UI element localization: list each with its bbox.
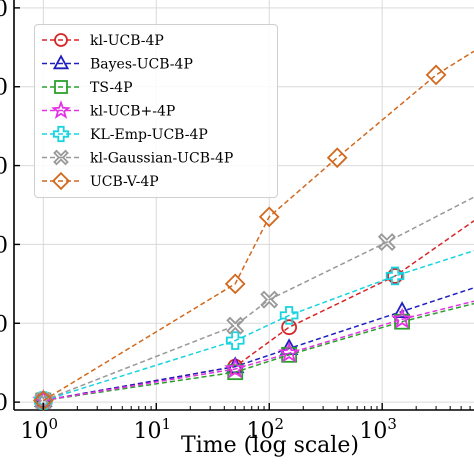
series-1 — [34, 287, 474, 408]
y-tick-label: 0 — [0, 76, 8, 101]
data-point — [278, 341, 301, 363]
legend-label: UCB-V-4P — [90, 174, 159, 190]
series-layer — [32, 50, 474, 411]
legend-marker — [54, 80, 68, 94]
data-point — [326, 147, 348, 169]
legend-marker — [51, 171, 71, 191]
x-tick-label: 102 — [246, 415, 284, 444]
series-5 — [34, 196, 474, 410]
y-tick-label: 0 — [0, 0, 8, 22]
data-point — [34, 391, 53, 410]
legend-label: Bayes-UCB-4P — [90, 57, 193, 73]
legend-entries: kl-UCB-4P Bayes-UCB-4P TS-4P kl-UCB+-4P KL-E… — [42, 33, 233, 191]
series-4 — [34, 249, 474, 410]
y-tick-label: 0 — [0, 155, 8, 180]
series-line — [43, 220, 474, 402]
x-tick-label: 101 — [134, 415, 172, 444]
series-line — [43, 300, 474, 402]
data-point — [258, 206, 280, 228]
legend-marker — [52, 125, 70, 143]
data-point — [281, 319, 298, 336]
series-line — [42, 50, 474, 402]
legend-label: KL-Emp-UCB-4P — [90, 127, 208, 143]
series-line — [43, 196, 474, 402]
series-line — [43, 287, 474, 402]
data-point — [225, 331, 245, 350]
ticks-layer: 0 0 0 0 0 0 100 101 102 103 — [0, 0, 471, 444]
x-axis-label: Time (log scale) — [181, 433, 359, 458]
legend-label: kl-Gaussian-UCB-4P — [90, 151, 233, 167]
series-line — [43, 302, 474, 402]
legend-label: TS-4P — [90, 80, 133, 96]
data-point — [224, 273, 246, 295]
data-point — [377, 233, 396, 252]
data-point — [260, 290, 279, 309]
legend-marker — [51, 100, 71, 119]
data-point — [392, 301, 412, 318]
y-tick-label: 0 — [0, 233, 8, 258]
series-line — [43, 249, 474, 402]
data-point — [279, 306, 299, 325]
y-tick-label: 0 — [0, 312, 8, 337]
data-point — [227, 364, 244, 381]
data-point — [387, 268, 403, 284]
data-point — [226, 316, 245, 335]
data-point — [390, 307, 414, 329]
x-tick-label: 103 — [359, 415, 397, 444]
legend-label: kl-UCB+-4P — [90, 104, 175, 120]
x-tick-label: 100 — [21, 415, 59, 444]
data-point — [224, 357, 247, 379]
data-point — [34, 391, 53, 410]
legend-marker — [53, 149, 69, 166]
data-point — [425, 64, 447, 86]
data-point — [385, 266, 405, 286]
y-tick-label: 0 — [0, 391, 8, 416]
legend-marker — [54, 33, 68, 47]
legend-marker — [52, 54, 70, 70]
legend-label: kl-UCB-4P — [90, 33, 164, 49]
